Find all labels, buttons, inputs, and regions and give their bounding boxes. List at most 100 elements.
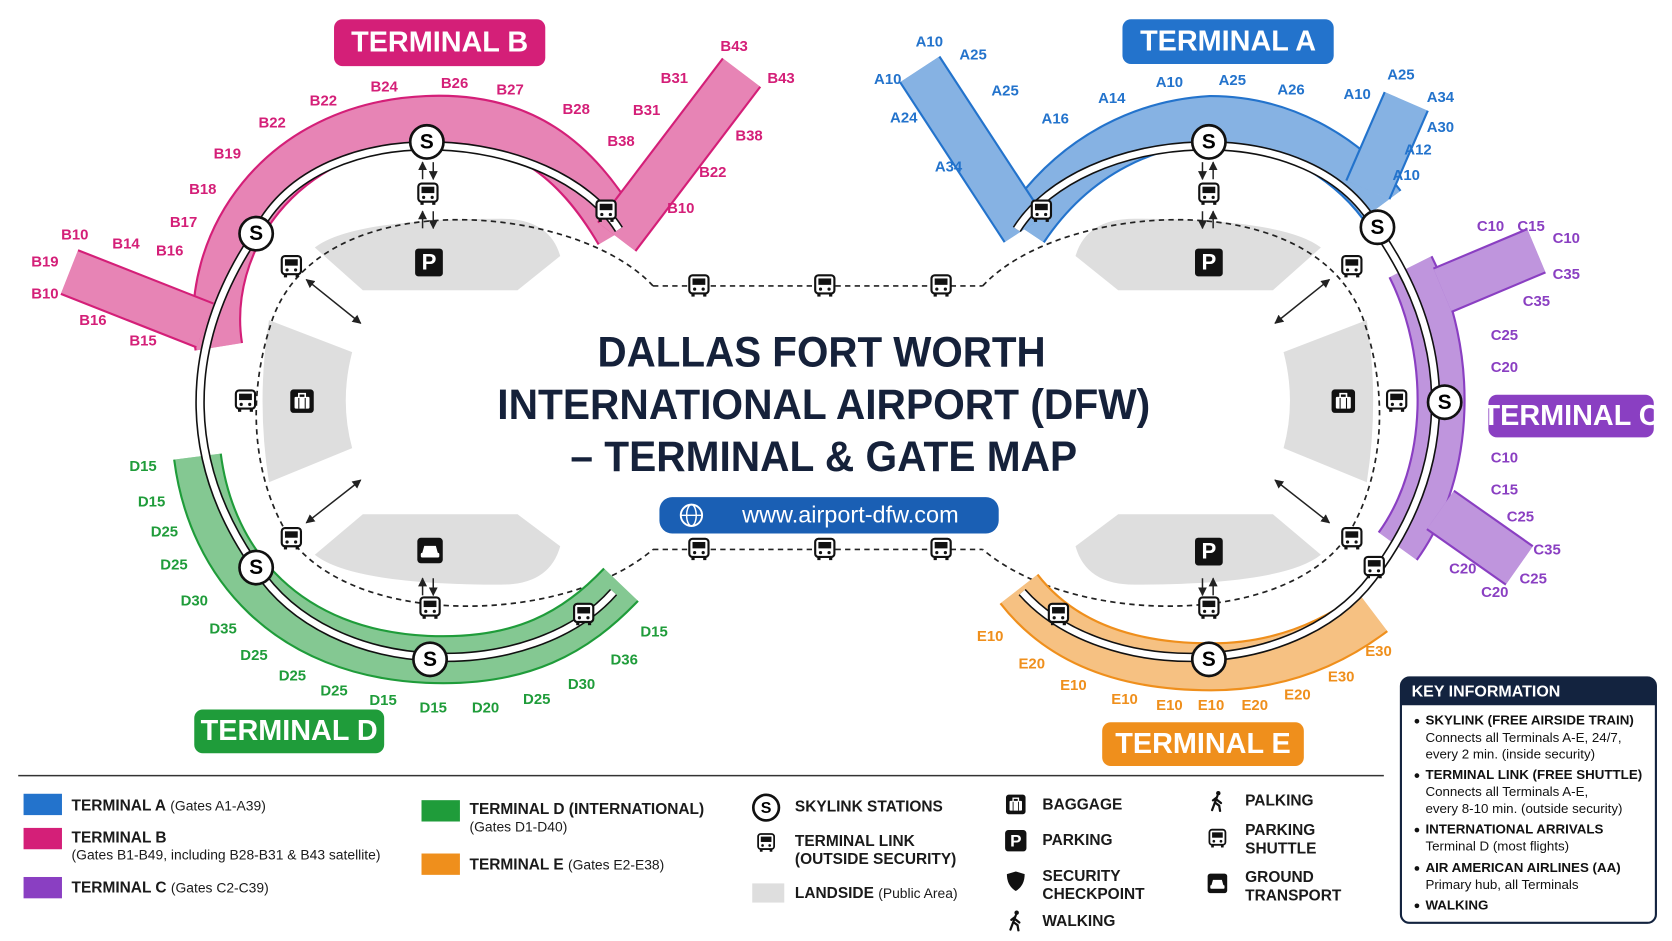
walk-icon [1009, 910, 1021, 932]
gate-label: E10 [1060, 677, 1087, 694]
terminal-name: TERMINAL B [351, 26, 528, 58]
terminal-concourse [900, 57, 1044, 242]
legend-symbol-label: CHECKPOINT [1042, 886, 1145, 903]
gate-label: B31 [661, 70, 688, 87]
legend-entry: TERMINAL E (Gates E2-E38) [470, 856, 665, 873]
skylink-station [1190, 641, 1227, 678]
url: www.airport-dfw.com [741, 502, 959, 528]
landside-swatch [752, 883, 785, 903]
station-symbol: S [1202, 648, 1216, 671]
bus-icon [930, 537, 952, 562]
gate-label: D36 [611, 651, 638, 668]
gate-label: D25 [279, 667, 306, 684]
bullet [1414, 718, 1420, 724]
bullet [1414, 903, 1420, 909]
terminal-link-route [255, 218, 654, 607]
gate-label: A34 [1427, 89, 1455, 106]
legend-symbol-note: (Public Area) [878, 885, 957, 901]
gate-label: E20 [1284, 687, 1311, 704]
gate-label: A16 [1042, 110, 1069, 127]
terminal-badge [1102, 722, 1304, 767]
gate-label: C25 [1491, 327, 1518, 344]
terminal-name: TERMINAL E [1115, 728, 1290, 760]
gate-label: A26 [1277, 82, 1304, 99]
terminal-concourse [61, 251, 214, 347]
walk-icon [1210, 790, 1223, 812]
skylink-station [238, 549, 275, 586]
legend-swatch [23, 827, 62, 850]
shield-icon [1006, 871, 1025, 892]
key-line: Connects all Terminals A-E, 24/7, [1425, 730, 1621, 745]
gate-label: D35 [209, 620, 236, 637]
gate-label: D15 [138, 493, 165, 510]
key-line: Connects all Terminals A-E, [1425, 784, 1588, 799]
gate-label: D25 [151, 523, 178, 540]
gate-label: C20 [1491, 359, 1518, 376]
legend-swatch [23, 793, 62, 816]
gate-label: B19 [31, 253, 58, 270]
bus-icon [417, 182, 439, 206]
gate-label: C35 [1523, 293, 1550, 310]
legend-symbol-label: TERMINAL LINK [795, 833, 916, 850]
legend-entry: TERMINAL A (Gates A1-A39) [72, 797, 266, 814]
bus-icon [573, 602, 595, 627]
legend-symbol-label: TRANSPORT [1245, 887, 1342, 904]
gate-label: D25 [320, 682, 347, 699]
gate-label: C25 [1507, 508, 1534, 525]
legend-detail: (Gates B1-B49, including B28-B31 & B43 s… [72, 846, 381, 862]
bus-icon [1363, 555, 1385, 580]
gate-label: B10 [31, 285, 58, 302]
gate-label: B28 [563, 101, 590, 118]
bus-icon [1208, 828, 1227, 849]
key-line: every 8-10 min. (outside security) [1425, 801, 1622, 816]
gate-label: A25 [959, 46, 986, 63]
skylink-station [408, 123, 445, 160]
bus-icon [930, 274, 952, 298]
legend-symbol-label: (OUTSIDE SECURITY) [795, 851, 956, 868]
legend-name: TERMINAL D (INTERNATIONAL) [470, 801, 705, 818]
gate-label: A25 [1387, 67, 1414, 84]
gate-label: E10 [1111, 691, 1138, 708]
bus-icon [280, 254, 303, 279]
gate-label: C10 [1491, 450, 1518, 467]
legend-symbol-label: WALKING [1042, 913, 1115, 930]
walk-arrow [305, 278, 362, 324]
station-symbol: S [249, 222, 263, 245]
skylink-station [1190, 123, 1227, 160]
terminal-concourse [1347, 92, 1427, 199]
station-symbol: S [761, 800, 772, 817]
terminal-concourse [1427, 491, 1533, 584]
gate-label: A25 [991, 83, 1018, 100]
landside-lobe [255, 161, 654, 607]
key-information: KEY INFORMATION SKYLINK (FREE AIRSIDE TR… [1399, 676, 1657, 924]
parking-icon [1005, 830, 1027, 852]
skylink-station [751, 793, 781, 822]
legend-swatch [421, 853, 460, 875]
bus-icon [1341, 527, 1363, 551]
terminal-badge [1122, 19, 1334, 65]
bus-icon [1198, 596, 1220, 620]
gate-label: E10 [1198, 697, 1225, 714]
terminal-concourse [1005, 97, 1400, 243]
gate-label: A10 [874, 71, 901, 88]
terminal-concourse [194, 96, 639, 351]
terminal-name: TERMINAL A [1140, 25, 1316, 57]
walk-arrow [305, 479, 362, 524]
gate-label: B38 [607, 133, 634, 150]
gate-label: C15 [1491, 482, 1518, 499]
bullet [1414, 866, 1420, 871]
gate-label: E20 [1018, 656, 1045, 673]
gate-label: A12 [1404, 141, 1431, 158]
key-title: KEY INFORMATION [1412, 684, 1561, 701]
terminal-name: TERMINAL C [1483, 400, 1660, 432]
gate-label: C15 [1517, 218, 1544, 235]
gate-label: D20 [472, 699, 499, 716]
gate-label: B22 [258, 115, 285, 132]
gate-label: A34 [935, 158, 963, 175]
title-line: INTERNATIONAL AIRPORT (DFW) [497, 381, 1150, 429]
legend-swatch [23, 876, 62, 899]
bullet [1414, 827, 1420, 833]
key-heading: SKYLINK (FREE AIRSIDE TRAIN) [1425, 713, 1633, 728]
gate-label: B10 [667, 200, 694, 217]
bus-icon [595, 199, 617, 223]
